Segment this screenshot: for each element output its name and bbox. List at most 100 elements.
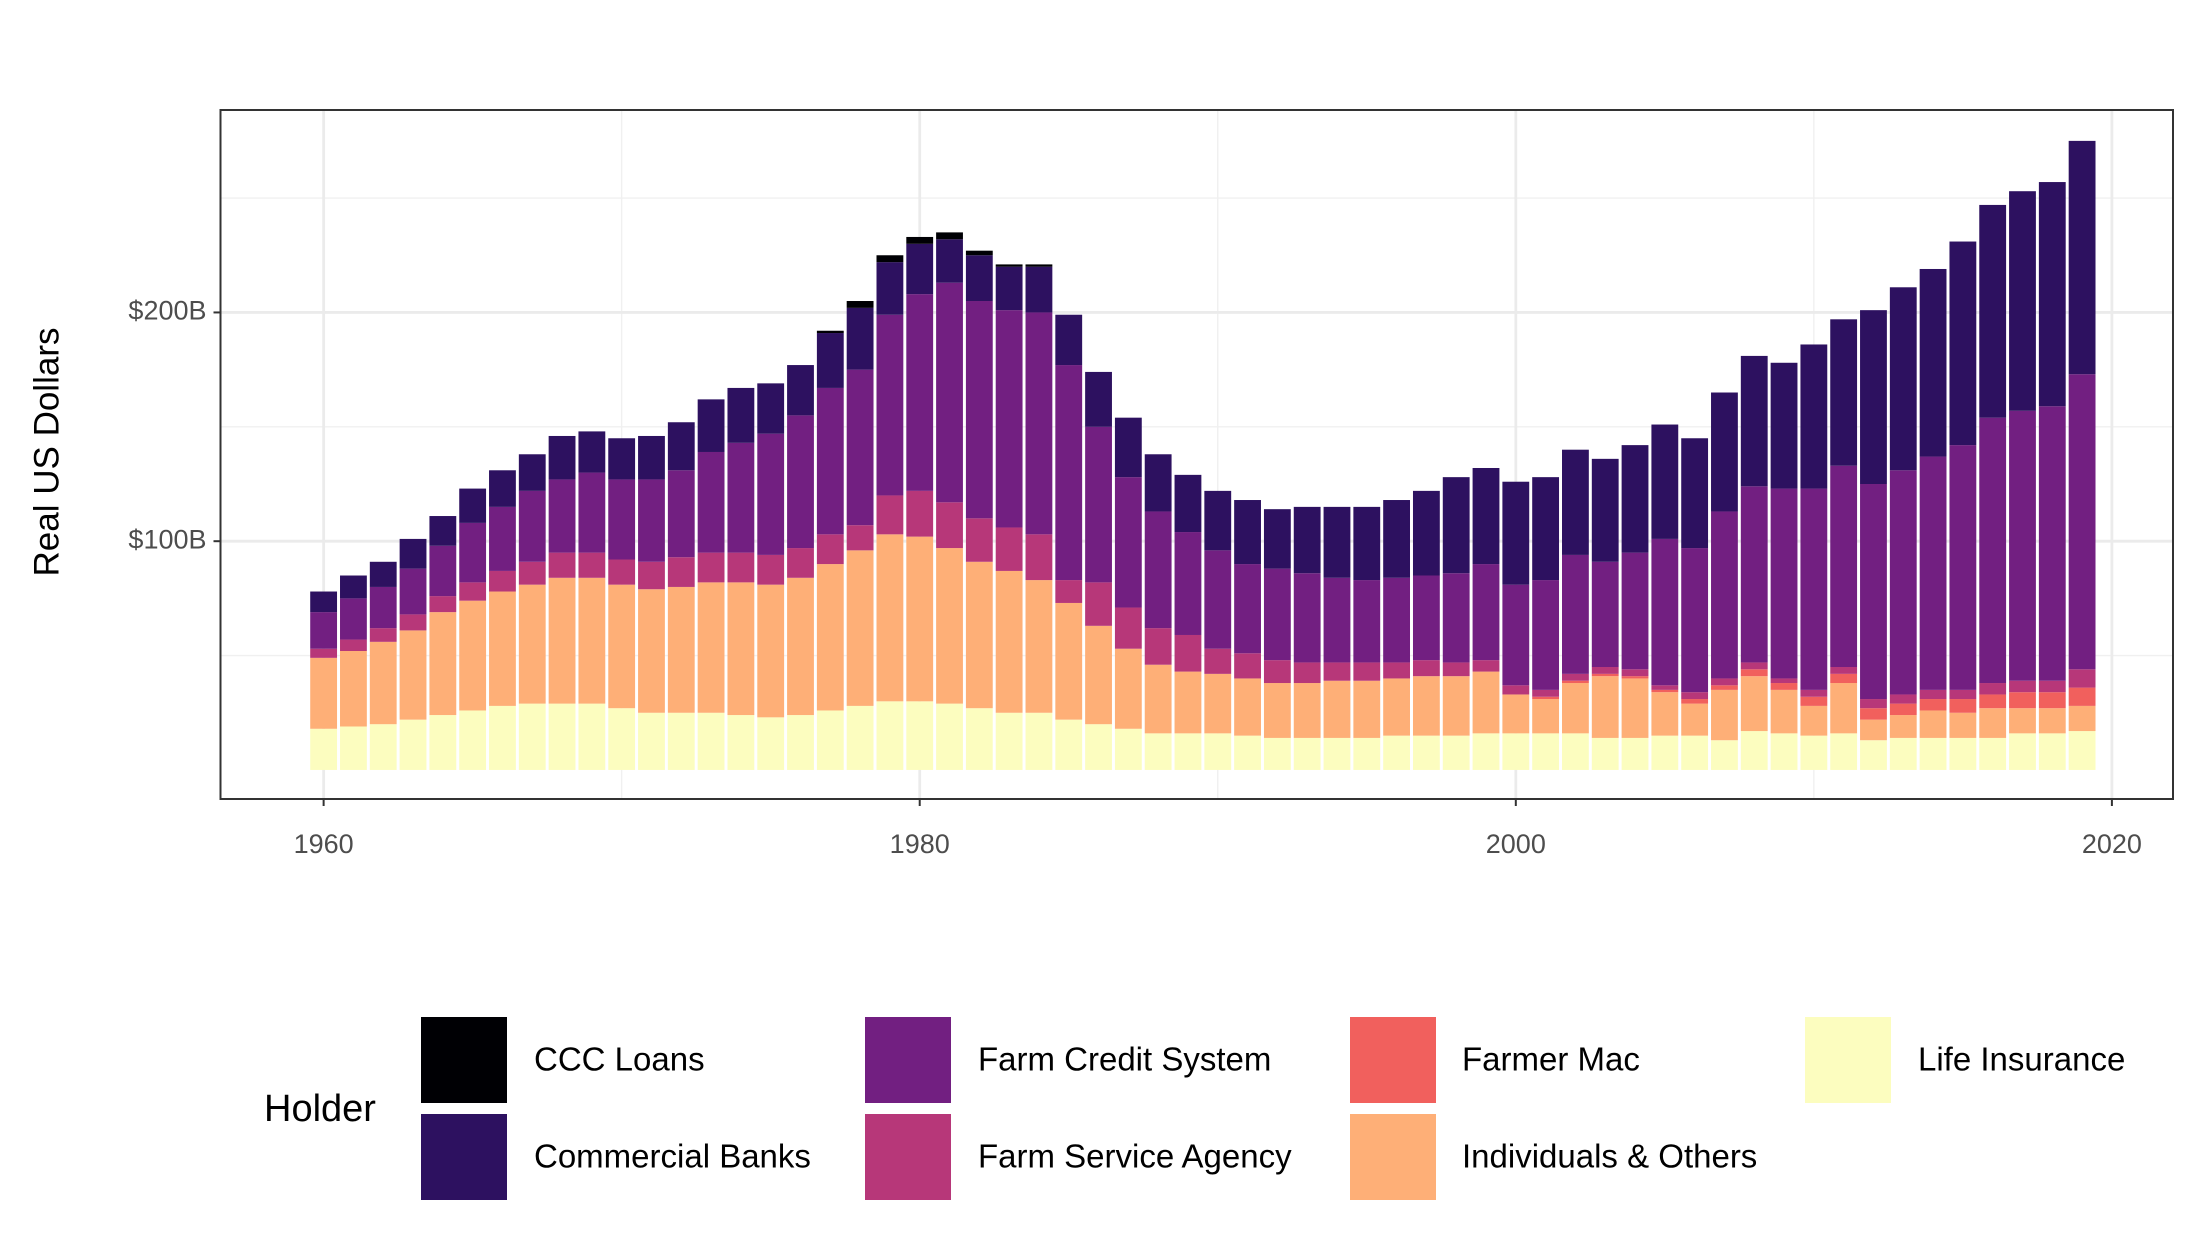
bar-segment bbox=[1979, 708, 2007, 738]
bar-segment bbox=[876, 255, 904, 263]
bar-segment bbox=[1204, 490, 1232, 551]
bar-segment bbox=[846, 525, 874, 551]
bar-segment bbox=[369, 561, 397, 587]
bar-segment bbox=[1830, 667, 1858, 674]
bar-segment bbox=[1055, 580, 1083, 603]
bar-segment bbox=[1323, 577, 1351, 663]
bar-segment bbox=[1025, 312, 1053, 535]
bar-segment bbox=[1234, 678, 1261, 736]
bar-segment bbox=[1770, 362, 1798, 489]
bar-segment bbox=[340, 639, 367, 651]
bar-segment bbox=[936, 703, 963, 770]
bar-segment bbox=[578, 703, 606, 770]
bar-segment bbox=[1740, 676, 1768, 732]
bar-segment bbox=[1174, 634, 1202, 672]
bar-segment bbox=[1681, 692, 1709, 700]
bar-segment bbox=[1860, 484, 1887, 700]
y-tick-label: $200B bbox=[128, 296, 206, 326]
bar-segment bbox=[906, 243, 934, 295]
bar-segment bbox=[459, 600, 487, 711]
bar-segment bbox=[1711, 689, 1738, 741]
bar-segment bbox=[1621, 445, 1649, 553]
legend-key bbox=[419, 1112, 509, 1202]
bar-segment bbox=[816, 564, 844, 711]
bar-segment bbox=[757, 717, 785, 770]
bar-segment bbox=[340, 598, 367, 640]
legend-label: Commercial Banks bbox=[534, 1138, 811, 1175]
bar-segment bbox=[667, 586, 695, 713]
bar-segment bbox=[1472, 671, 1500, 734]
bar-segment bbox=[1562, 554, 1589, 674]
bar-segment bbox=[1740, 662, 1768, 670]
bar-segment bbox=[667, 712, 695, 770]
bar-segment bbox=[1144, 733, 1172, 770]
bar-segment bbox=[816, 330, 844, 334]
bar-segment bbox=[1889, 715, 1917, 738]
bar-segment bbox=[1532, 580, 1560, 690]
bar-segment bbox=[1681, 699, 1709, 704]
bar-segment bbox=[1800, 705, 1828, 736]
bar-segment bbox=[1502, 694, 1530, 734]
panel-border bbox=[219, 109, 2174, 800]
y-axis-title: Real US Dollars bbox=[27, 328, 66, 577]
bar-segment bbox=[489, 470, 516, 507]
bar-segment bbox=[489, 705, 516, 770]
bar-segment bbox=[1740, 486, 1768, 663]
bar-segment bbox=[1263, 660, 1291, 684]
bar-segment bbox=[1770, 683, 1798, 690]
bar-segment bbox=[995, 266, 1023, 311]
bar-segment bbox=[1174, 733, 1202, 770]
bar-segment bbox=[1114, 648, 1142, 729]
bar-segment bbox=[906, 236, 934, 244]
bar-segment bbox=[1412, 660, 1440, 677]
bar-segment bbox=[1025, 712, 1053, 770]
bar-segment bbox=[1621, 737, 1649, 770]
bar-segment bbox=[727, 387, 755, 443]
bar-segment bbox=[399, 568, 427, 615]
bar-segment bbox=[2009, 410, 2036, 681]
bar-segment bbox=[1114, 607, 1142, 649]
bar-segment bbox=[757, 584, 785, 718]
bar-segment bbox=[1949, 699, 1977, 713]
bar-segment bbox=[1204, 550, 1232, 649]
bar-segment bbox=[1025, 534, 1053, 581]
bar-segment bbox=[1621, 676, 1649, 679]
bar-segment bbox=[1800, 689, 1828, 697]
bar-segment bbox=[1770, 678, 1798, 684]
bar-segment bbox=[1412, 676, 1440, 736]
bar-segment bbox=[1383, 735, 1411, 770]
bar-segment bbox=[1800, 696, 1828, 706]
bar-segment bbox=[1353, 680, 1381, 738]
bar-segment bbox=[727, 552, 755, 583]
bar-segment bbox=[1860, 699, 1887, 709]
bar-segment bbox=[1889, 703, 1917, 716]
bar-segment bbox=[1711, 678, 1738, 686]
legend-label: Life Insurance bbox=[1918, 1041, 2125, 1078]
bar-segment bbox=[578, 472, 606, 553]
bar-segment bbox=[1234, 735, 1261, 770]
bar-segment bbox=[1114, 728, 1142, 770]
bar-segment bbox=[429, 596, 457, 613]
bar-segment bbox=[1889, 737, 1917, 770]
bar-segment bbox=[1532, 696, 1560, 700]
bar-segment bbox=[1234, 653, 1261, 679]
bar-segment bbox=[1740, 731, 1768, 770]
bar-segment bbox=[399, 630, 427, 720]
bar-segment bbox=[2009, 680, 2036, 693]
bar-segment bbox=[1591, 667, 1619, 674]
bar-segment bbox=[1353, 580, 1381, 663]
bar-segment bbox=[2009, 191, 2036, 411]
legend-label: Farmer Mac bbox=[1462, 1041, 1640, 1078]
bar-segment bbox=[1800, 344, 1828, 489]
bar-segment bbox=[1144, 628, 1172, 665]
bar-segment bbox=[548, 552, 576, 578]
bar-segment bbox=[1532, 477, 1560, 581]
bar-segment bbox=[1025, 264, 1053, 267]
bar-segment bbox=[1591, 737, 1619, 770]
bar-segment bbox=[2068, 374, 2096, 670]
bar-segment bbox=[1442, 477, 1470, 574]
bar-segment bbox=[995, 570, 1023, 713]
bar-segment bbox=[1919, 689, 1947, 700]
legend-key bbox=[419, 1015, 509, 1105]
